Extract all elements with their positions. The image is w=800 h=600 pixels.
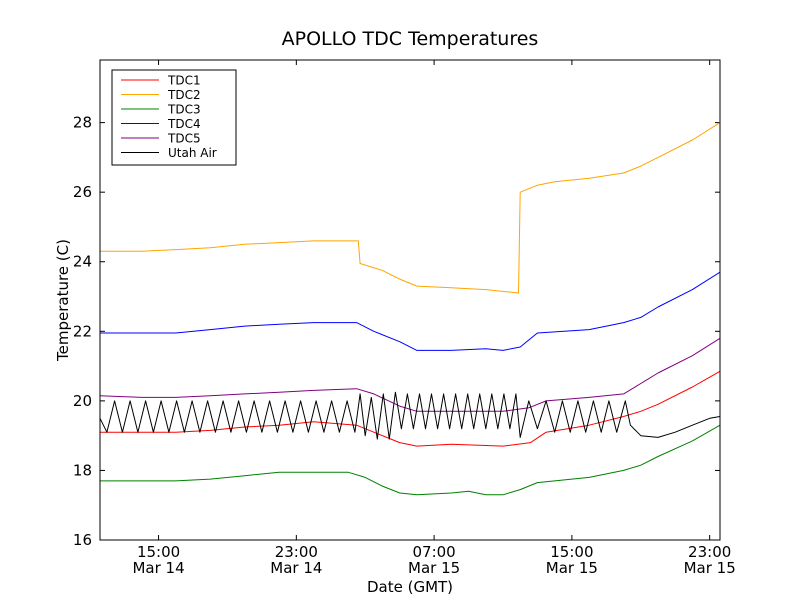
y-tick-label: 24 bbox=[73, 253, 92, 271]
x-tick-date-label: Mar 15 bbox=[408, 559, 460, 577]
y-axis: 16 18 20 22 24 26 28 bbox=[73, 114, 720, 549]
legend-label-tdc5: TDC5 bbox=[167, 132, 201, 146]
y-tick-label: 28 bbox=[73, 114, 92, 132]
legend-label-utah-air: Utah Air bbox=[168, 146, 217, 160]
legend-label-tdc1: TDC1 bbox=[167, 74, 201, 88]
series-line-tdc3 bbox=[100, 424, 720, 496]
series-line-tdc1 bbox=[100, 370, 720, 447]
x-tick-time-label: 23:00 bbox=[275, 543, 318, 561]
y-axis-label: Temperature (C) bbox=[54, 239, 72, 362]
x-tick-time-label: 15:00 bbox=[550, 543, 593, 561]
x-tick-time-label: 23:00 bbox=[688, 543, 731, 561]
series-line-tdc2 bbox=[100, 122, 720, 294]
chart-title: APOLLO TDC Temperatures bbox=[282, 28, 539, 50]
y-tick-label: 16 bbox=[73, 531, 92, 549]
x-tick-date-label: Mar 14 bbox=[132, 559, 184, 577]
plot-area-frame bbox=[99, 59, 721, 541]
x-tick-date-label: Mar 14 bbox=[270, 559, 322, 577]
legend-label-tdc4: TDC4 bbox=[167, 117, 201, 131]
x-axis-label: Date (GMT) bbox=[367, 578, 453, 596]
x-tick-date-label: Mar 15 bbox=[546, 559, 598, 577]
series-line-utah-air bbox=[100, 391, 720, 440]
legend-label-tdc3: TDC3 bbox=[167, 103, 201, 117]
y-tick-label: 20 bbox=[73, 392, 92, 410]
y-tick-label: 26 bbox=[73, 183, 92, 201]
y-tick-label: 18 bbox=[73, 461, 92, 479]
x-tick-time-label: 15:00 bbox=[137, 543, 180, 561]
series-layer bbox=[100, 122, 720, 496]
legend-box bbox=[111, 69, 237, 166]
legend-label-tdc2: TDC2 bbox=[167, 88, 201, 102]
x-tick-date-label: Mar 15 bbox=[684, 559, 736, 577]
series-line-tdc4 bbox=[100, 271, 720, 351]
x-tick-time-label: 07:00 bbox=[412, 543, 455, 561]
y-tick-label: 22 bbox=[73, 322, 92, 340]
